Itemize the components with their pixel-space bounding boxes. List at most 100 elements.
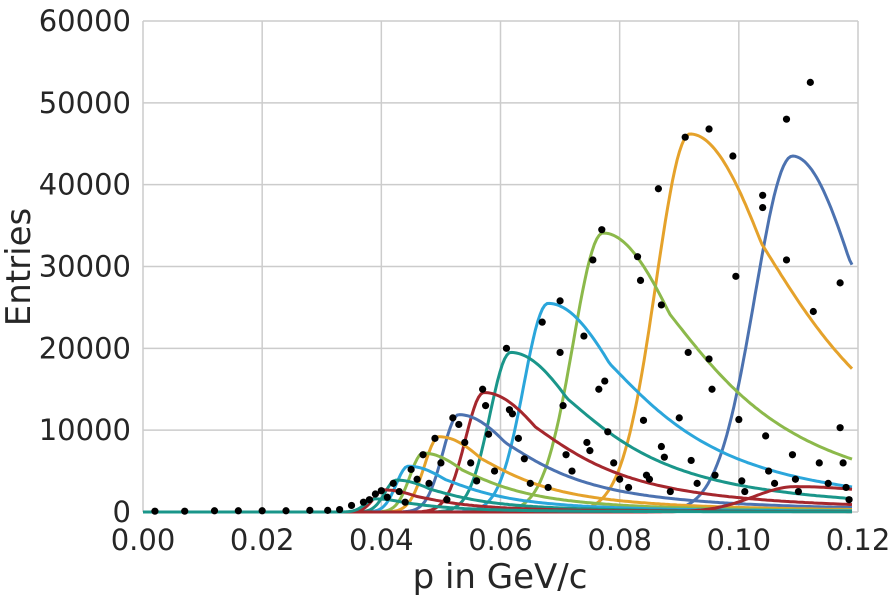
data-point (809, 307, 817, 316)
data-point (604, 428, 612, 436)
data-point (407, 465, 415, 474)
x-tick-labels: 0.00 0.02 0.04 0.06 0.08 0.10 0.12 (111, 523, 891, 557)
data-point (580, 332, 588, 340)
data-point (705, 355, 713, 363)
y-tick-label: 40000 (39, 168, 131, 202)
data-point (654, 185, 662, 193)
data-point (359, 498, 368, 506)
data-point (732, 272, 740, 280)
data-point (639, 416, 648, 424)
data-point (824, 479, 832, 487)
data-point (151, 507, 159, 515)
x-tick-label: 0.04 (349, 523, 414, 557)
data-point (741, 487, 749, 496)
data-point (684, 348, 692, 357)
data-point (735, 415, 743, 424)
data-point (258, 507, 266, 515)
data-point (759, 191, 767, 199)
data-point (544, 483, 552, 492)
data-point (711, 471, 719, 479)
y-tick-label: 50000 (39, 86, 131, 120)
data-point (508, 410, 517, 418)
y-axis-label: Entries (0, 208, 39, 326)
data-point (467, 459, 475, 467)
data-point (520, 455, 528, 463)
data-point (770, 479, 779, 487)
data-point (589, 256, 597, 264)
data-point (616, 475, 624, 483)
data-point (484, 430, 493, 438)
data-point (324, 506, 332, 514)
data-point (336, 505, 344, 514)
data-point (595, 385, 603, 393)
data-point (449, 414, 457, 422)
data-point (625, 483, 633, 492)
data-point (490, 467, 499, 475)
data-point (455, 420, 463, 429)
data-point (479, 385, 487, 393)
data-point (365, 496, 374, 504)
data-point (660, 453, 668, 461)
data-point (210, 507, 219, 515)
data-point (839, 459, 847, 467)
data-point (559, 402, 567, 410)
x-tick-label: 0.12 (826, 523, 891, 557)
data-point (782, 115, 791, 123)
data-point (383, 493, 391, 501)
data-point (425, 479, 433, 487)
data-point (845, 496, 853, 504)
data-point (782, 256, 791, 264)
data-point (765, 467, 773, 475)
data-point (538, 318, 546, 326)
data-point (583, 438, 591, 447)
data-point (413, 475, 421, 483)
data-point (562, 451, 570, 459)
data-point (788, 451, 797, 459)
data-point (431, 434, 439, 442)
x-tick-label: 0.08 (587, 523, 652, 557)
data-point (836, 424, 844, 432)
data-points (151, 78, 853, 515)
data-point (526, 479, 534, 487)
data-point (729, 152, 737, 160)
y-tick-label: 20000 (39, 331, 131, 365)
x-axis-label: p in GeV/c (413, 557, 588, 597)
data-point (598, 226, 606, 234)
data-point (657, 442, 665, 451)
x-tick-label: 0.00 (111, 523, 176, 557)
data-point (666, 487, 674, 496)
data-point (419, 451, 427, 459)
data-point (836, 279, 844, 287)
y-tick-label: 60000 (39, 4, 131, 38)
data-point (306, 506, 314, 514)
data-point (568, 467, 576, 475)
x-tick-label: 0.02 (230, 523, 295, 557)
data-point (234, 507, 242, 515)
data-point (371, 490, 379, 498)
data-point (556, 297, 564, 305)
x-tick-label: 0.10 (707, 523, 772, 557)
data-point (738, 477, 746, 485)
data-point (395, 487, 403, 496)
data-point (794, 487, 803, 496)
y-tick-labels: 0 10000 20000 30000 40000 50000 60000 (39, 4, 131, 529)
data-point (601, 377, 609, 385)
x-tick-label: 0.06 (468, 523, 533, 557)
data-point (842, 483, 850, 492)
data-point (759, 203, 767, 212)
y-tick-label: 0 (113, 495, 131, 529)
data-point (502, 344, 511, 352)
data-point (437, 459, 445, 467)
y-tick-label: 10000 (39, 413, 131, 447)
data-point (514, 434, 522, 442)
data-point (645, 475, 654, 483)
data-point (610, 459, 618, 467)
data-point (675, 414, 683, 422)
data-point (633, 253, 642, 261)
data-point (791, 475, 800, 483)
y-tick-label: 30000 (39, 250, 131, 284)
data-point (586, 447, 594, 455)
data-point (657, 301, 665, 309)
data-point (473, 477, 481, 485)
